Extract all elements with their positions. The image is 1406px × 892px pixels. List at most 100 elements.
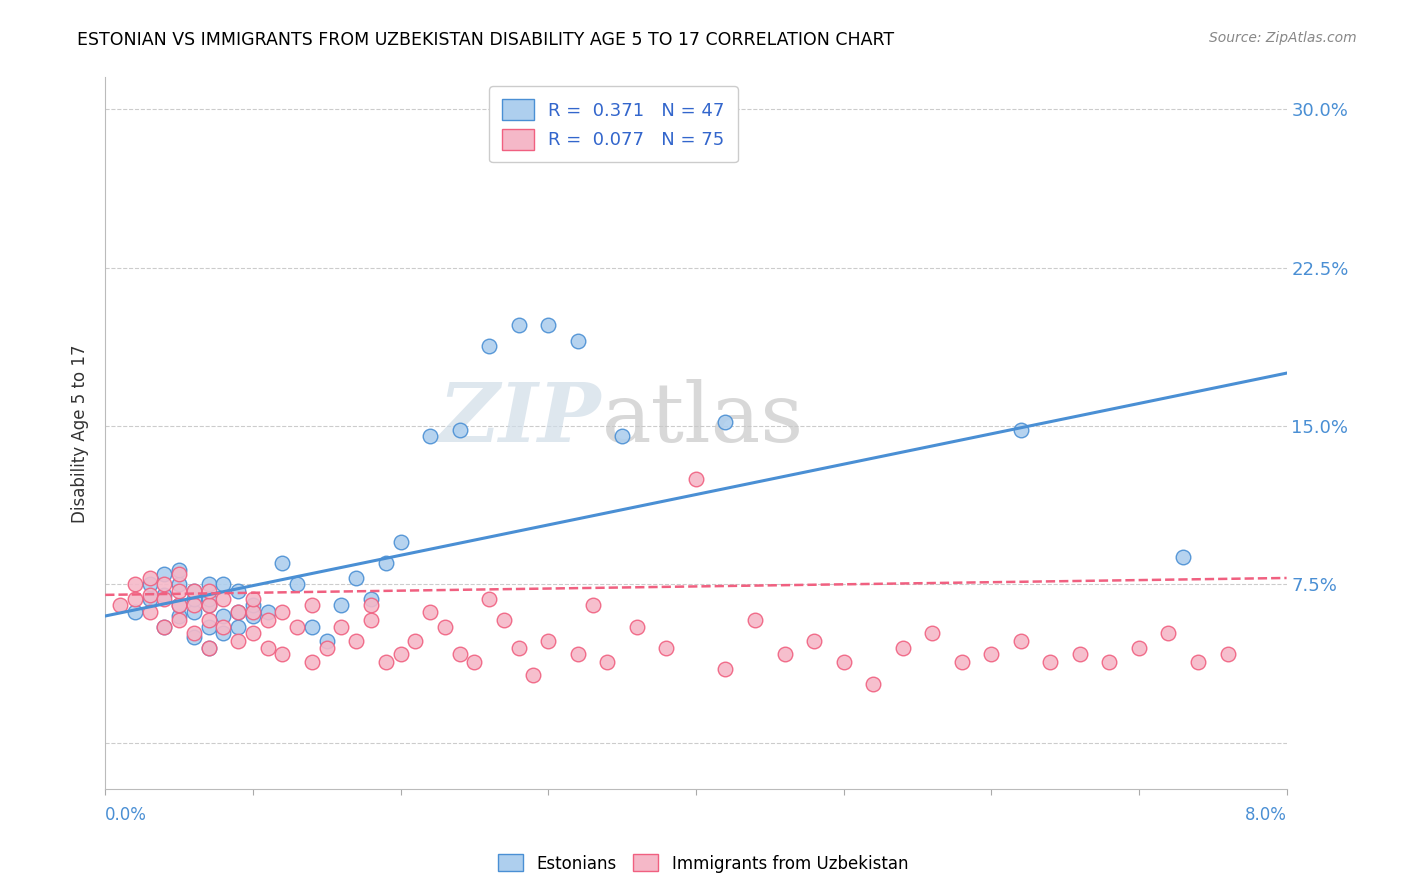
Point [197, 599, 219, 613]
Point [419, 429, 441, 443]
Point [226, 583, 249, 598]
Point [1187, 656, 1209, 670]
Y-axis label: Disability Age 5 to 17: Disability Age 5 to 17 [72, 344, 89, 523]
Point [921, 626, 943, 640]
Point [153, 588, 176, 602]
Point [197, 640, 219, 655]
Point [153, 619, 176, 633]
Point [1069, 647, 1091, 661]
Point [138, 571, 160, 585]
Point [138, 605, 160, 619]
Point [374, 556, 396, 570]
Point [360, 613, 382, 627]
Point [256, 605, 278, 619]
Text: Source: ZipAtlas.com: Source: ZipAtlas.com [1209, 31, 1357, 45]
Point [197, 619, 219, 633]
Point [183, 592, 205, 607]
Point [315, 634, 337, 648]
Point [508, 318, 530, 332]
Point [183, 583, 205, 598]
Point [226, 605, 249, 619]
Point [1010, 634, 1032, 648]
Point [610, 429, 633, 443]
Point [433, 619, 456, 633]
Point [167, 599, 190, 613]
Point [744, 613, 766, 627]
Point [581, 599, 603, 613]
Point [596, 656, 619, 670]
Point [197, 613, 219, 627]
Point [124, 592, 146, 607]
Point [285, 619, 308, 633]
Point [167, 566, 190, 581]
Point [183, 599, 205, 613]
Point [167, 577, 190, 591]
Point [360, 599, 382, 613]
Point [226, 619, 249, 633]
Point [242, 592, 264, 607]
Point [626, 619, 648, 633]
Point [685, 472, 707, 486]
Point [1157, 626, 1180, 640]
Point [567, 647, 589, 661]
Point [183, 626, 205, 640]
Point [344, 634, 367, 648]
Point [463, 656, 485, 670]
Point [567, 334, 589, 349]
Point [1098, 656, 1121, 670]
Point [360, 592, 382, 607]
Point [212, 609, 235, 624]
Point [212, 626, 235, 640]
Point [389, 535, 412, 549]
Point [508, 640, 530, 655]
Point [773, 647, 796, 661]
Point [138, 588, 160, 602]
Point [1010, 423, 1032, 437]
Point [522, 668, 544, 682]
Point [862, 676, 884, 690]
Point [226, 634, 249, 648]
Text: 8.0%: 8.0% [1244, 806, 1286, 824]
Point [449, 423, 471, 437]
Point [167, 583, 190, 598]
Point [183, 605, 205, 619]
Point [183, 583, 205, 598]
Point [153, 577, 176, 591]
Point [301, 656, 323, 670]
Point [197, 577, 219, 591]
Point [330, 599, 353, 613]
Point [167, 562, 190, 576]
Point [655, 640, 678, 655]
Point [212, 619, 235, 633]
Legend: R =  0.371   N = 47, R =  0.077   N = 75: R = 0.371 N = 47, R = 0.077 N = 75 [489, 87, 738, 162]
Point [1216, 647, 1239, 661]
Point [138, 577, 160, 591]
Point [537, 318, 560, 332]
Point [197, 592, 219, 607]
Point [449, 647, 471, 661]
Point [714, 415, 737, 429]
Point [980, 647, 1002, 661]
Point [242, 605, 264, 619]
Point [803, 634, 825, 648]
Point [226, 605, 249, 619]
Point [389, 647, 412, 661]
Point [153, 619, 176, 633]
Point [167, 609, 190, 624]
Point [197, 583, 219, 598]
Point [153, 592, 176, 607]
Point [183, 630, 205, 644]
Point [315, 640, 337, 655]
Point [242, 609, 264, 624]
Point [301, 619, 323, 633]
Point [271, 605, 294, 619]
Text: ESTONIAN VS IMMIGRANTS FROM UZBEKISTAN DISABILITY AGE 5 TO 17 CORRELATION CHART: ESTONIAN VS IMMIGRANTS FROM UZBEKISTAN D… [77, 31, 894, 49]
Point [124, 605, 146, 619]
Point [478, 339, 501, 353]
Point [1039, 656, 1062, 670]
Point [271, 647, 294, 661]
Point [344, 571, 367, 585]
Point [256, 640, 278, 655]
Point [167, 613, 190, 627]
Point [212, 592, 235, 607]
